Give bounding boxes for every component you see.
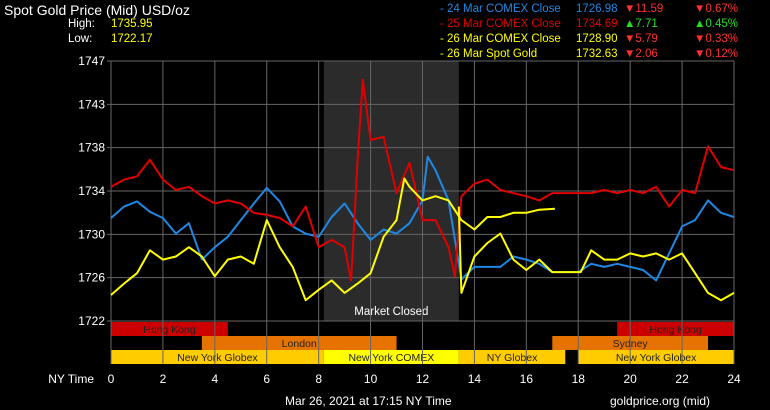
arrow-up-icon: ▲: [624, 18, 636, 30]
low-label: Low:: [68, 33, 93, 45]
legend-value: 1732.63: [576, 48, 618, 60]
legend-label: - 25 Mar COMEX Close: [440, 18, 561, 30]
legend-percent-cell: ▲ 0.45%: [694, 17, 760, 32]
legend-change: 2.06: [635, 48, 658, 60]
legend-change-cell: ▲ 7.71: [624, 17, 694, 32]
y-tick-label: 1730: [78, 227, 105, 241]
arrow-up-icon: ▲: [694, 18, 706, 30]
arrow-down-icon: ▼: [624, 33, 636, 45]
y-tick-label: 1743: [78, 97, 105, 111]
legend-item: - 25 Mar COMEX Close 1734.69 ▲ 7.71 ▲ 0.45%: [440, 17, 765, 32]
session-bar: [578, 350, 734, 364]
x-tick-label: 0: [108, 372, 115, 386]
series-line-2: [110, 78, 735, 282]
session-bar: [111, 322, 228, 336]
legend-change: 5.79: [635, 33, 658, 45]
session-label: Hong Kong: [649, 324, 702, 336]
x-tick-label: 2: [160, 372, 167, 386]
arrow-down-icon: ▼: [624, 48, 636, 60]
session-label: New York Globex: [177, 352, 258, 364]
session-label: New York Globex: [616, 352, 697, 364]
legend-change-cell: ▼ 5.79: [624, 32, 694, 47]
session-bar: [111, 350, 324, 364]
session-bar: [323, 350, 459, 364]
high-label: High:: [68, 18, 95, 30]
x-tick-label: 10: [364, 372, 378, 386]
arrow-down-icon: ▼: [694, 3, 706, 15]
x-tick-label: 24: [727, 372, 741, 386]
legend-percent-cell: ▼ 0.33%: [694, 32, 760, 47]
legend-percent-cell: ▼ 0.12%: [694, 47, 760, 62]
high-value: 1735.95: [111, 18, 153, 30]
market-closed-label: Market Closed: [354, 306, 428, 318]
legend-value: 1728.90: [576, 33, 618, 45]
low-value: 1722.17: [111, 33, 153, 45]
timestamp: Mar 26, 2021 at 17:15 NY Time: [285, 394, 452, 408]
x-tick-label: 14: [468, 372, 482, 386]
x-tick-label: 6: [263, 372, 270, 386]
session-label: Hong Kong: [143, 324, 196, 336]
x-tick-label: 12: [416, 372, 430, 386]
session-bar: [617, 322, 734, 336]
arrow-down-icon: ▼: [694, 33, 706, 45]
series-line-3: [110, 177, 555, 302]
x-tick-label: 20: [623, 372, 637, 386]
legend-change-cell: ▼ 11.59: [624, 2, 694, 17]
legend-item: - 26 Mar COMEX Close 1728.90 ▼ 5.79 ▼ 0.33%: [440, 32, 765, 47]
y-tick-label: 1734: [78, 184, 105, 198]
x-tick-label: 18: [572, 372, 586, 386]
x-tick-label: 22: [675, 372, 689, 386]
legend-label: - 26 Mar Spot Gold: [440, 48, 538, 60]
source-label: goldprice.org (mid): [610, 394, 711, 408]
y-tick-label: 1738: [78, 141, 105, 155]
legend-percent: 0.33%: [705, 33, 738, 45]
legend-percent: 0.45%: [705, 18, 738, 30]
legend-label: - 24 Mar COMEX Close: [440, 3, 561, 15]
legend-percent: 0.12%: [705, 48, 738, 60]
series-line-4: [457, 206, 735, 302]
legend-item: - 26 Mar Spot Gold 1732.63 ▼ 2.06 ▼ 0.12%: [440, 47, 765, 62]
legend-label: - 26 Mar COMEX Close: [440, 33, 561, 45]
y-tick-label: 1722: [78, 314, 105, 328]
session-label: London: [282, 338, 317, 350]
series-line-1: [110, 155, 735, 282]
legend-change: 7.71: [635, 18, 658, 30]
chart-title: Spot Gold Price (Mid) USD/oz: [4, 2, 190, 18]
session-bar: [458, 350, 566, 364]
x-axis-label: NY Time: [48, 372, 94, 386]
legend-item: - 24 Mar COMEX Close 1726.98 ▼ 11.59 ▼ 0.67%: [440, 2, 765, 17]
session-label: NY Globex: [487, 352, 538, 364]
legend-value: 1726.98: [576, 3, 618, 15]
y-tick-label: 1747: [78, 54, 105, 68]
y-tick-label: 1726: [78, 271, 105, 285]
session-label: New York COMEX: [348, 352, 434, 364]
session-bar: [201, 336, 397, 350]
legend-value: 1734.69: [576, 18, 618, 30]
legend-change-cell: ▼ 2.06: [624, 47, 694, 62]
legend-percent: 0.67%: [705, 3, 738, 15]
legend-percent-cell: ▼ 0.67%: [694, 2, 760, 17]
x-tick-label: 16: [520, 372, 534, 386]
arrow-down-icon: ▼: [624, 3, 636, 15]
arrow-down-icon: ▼: [694, 48, 706, 60]
legend-change: 11.59: [635, 3, 664, 15]
x-tick-label: 8: [315, 372, 322, 386]
x-tick-label: 4: [211, 372, 218, 386]
